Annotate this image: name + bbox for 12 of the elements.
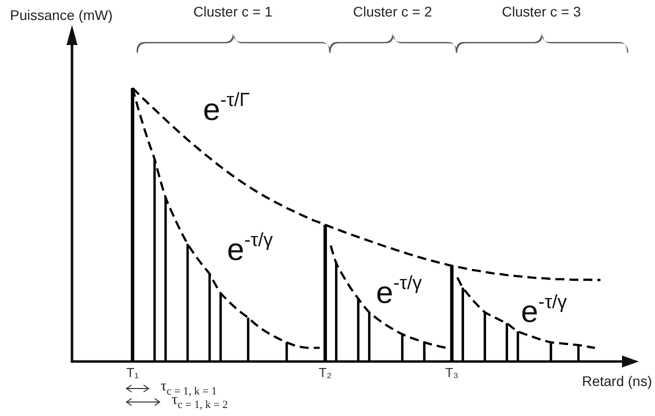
annotation: e$^{-τ/γ}$ (376, 273, 422, 310)
x-axis-title: Retard (ns) (582, 373, 652, 389)
text: Cluster c = 2 (353, 4, 432, 20)
x-tick-label: T₃ (445, 365, 458, 380)
annotation: e$^{-τ/Γ}$ (203, 90, 250, 127)
x-tick-label: T₂ (318, 365, 332, 380)
y-axis-title: Puissance (mW) (10, 7, 113, 23)
x-tick-label: T₁ (126, 365, 140, 380)
text: Cluster c = 1 (193, 4, 273, 20)
annotation: e$^{-τ/γ}$ (227, 230, 274, 267)
text: Cluster c = 3 (502, 4, 582, 20)
annotation: e$^{-τ/γ}$ (521, 292, 568, 329)
